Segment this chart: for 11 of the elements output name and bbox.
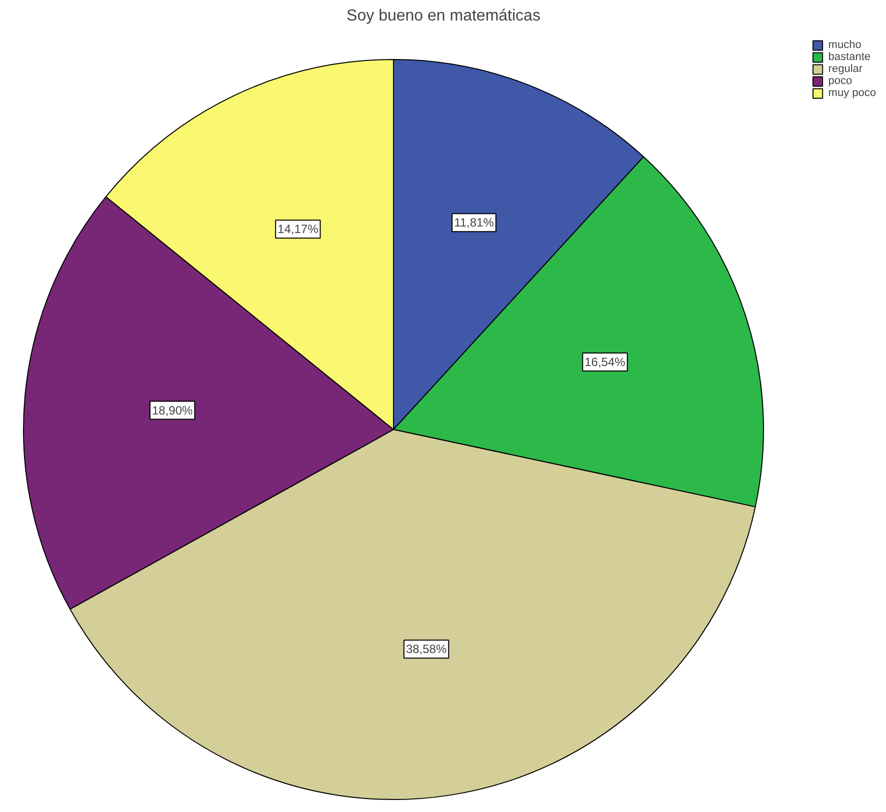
- data-label: 18,90%: [152, 403, 194, 418]
- data-label: 16,54%: [584, 354, 626, 369]
- data-label: 14,17%: [278, 222, 319, 236]
- legend-label: bastante: [828, 51, 870, 63]
- legend-label: muy poco: [828, 87, 876, 99]
- chart-title: Soy bueno en matemáticas: [346, 8, 540, 24]
- data-label: 11,81%: [454, 216, 494, 230]
- data-label: 38,58%: [406, 642, 447, 656]
- legend-label: poco: [828, 75, 852, 87]
- legend-label: regular: [828, 63, 863, 75]
- legend-label: mucho: [828, 39, 862, 51]
